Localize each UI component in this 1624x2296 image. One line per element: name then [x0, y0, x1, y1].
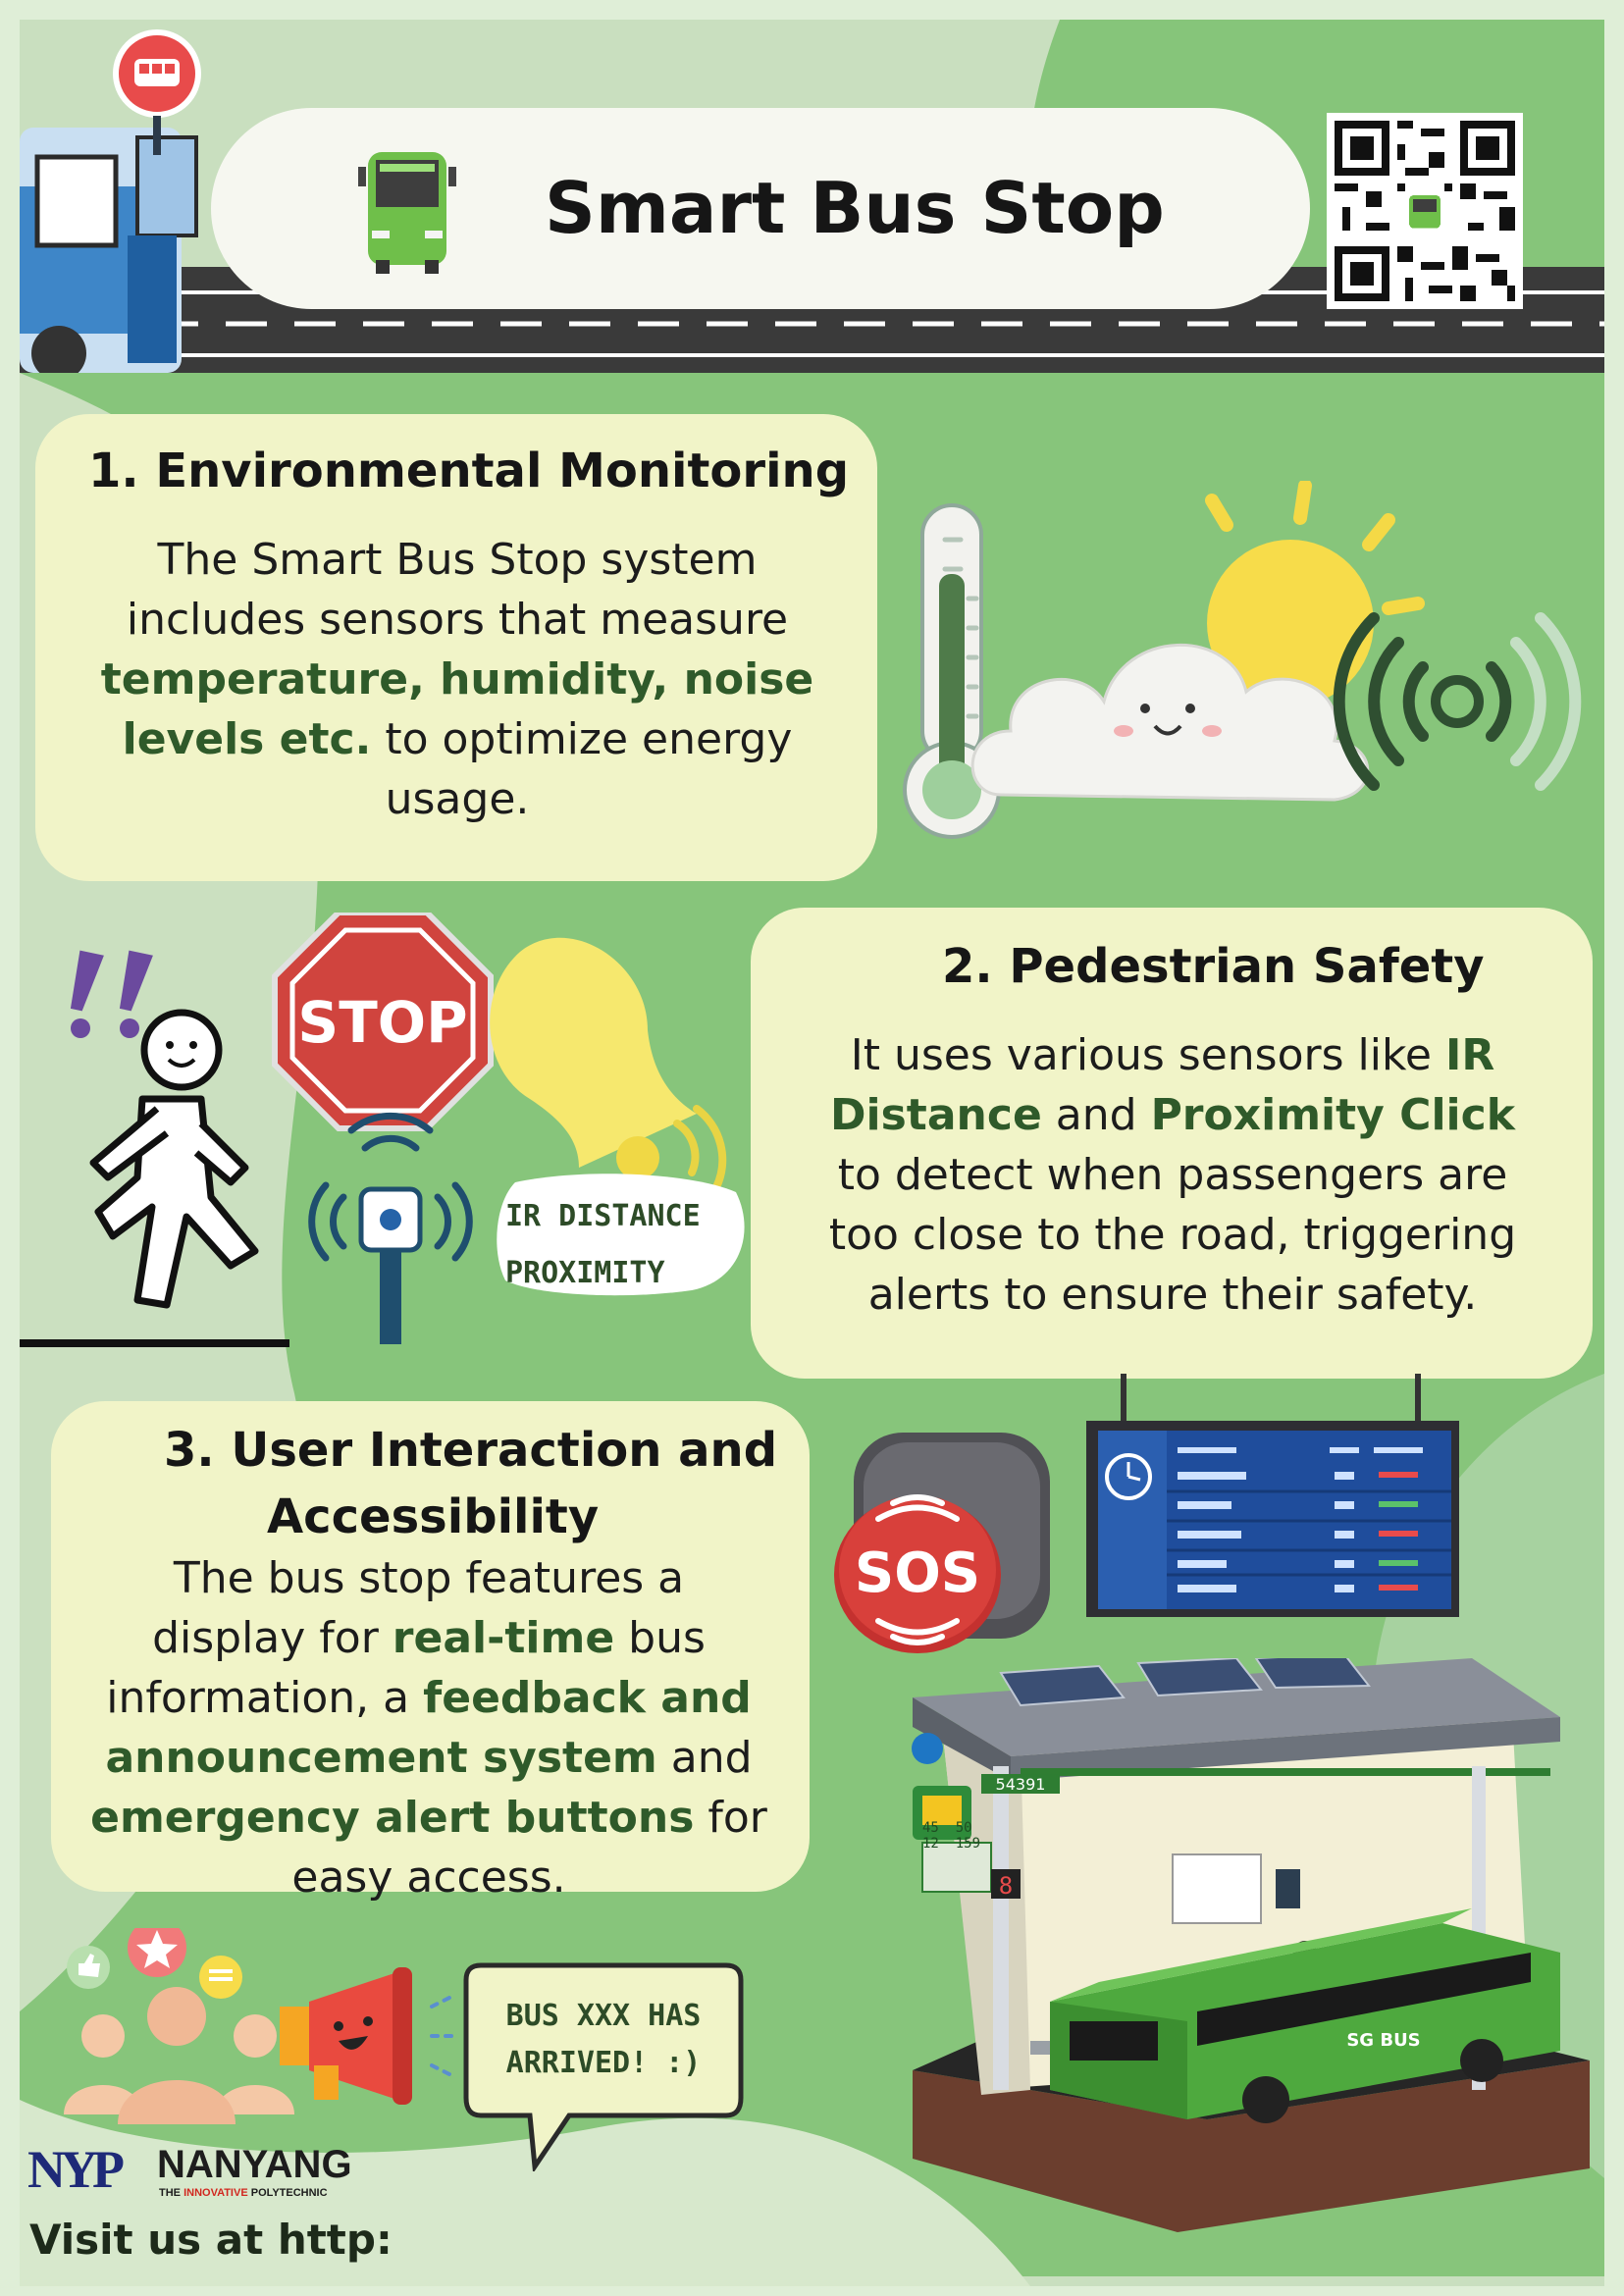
bus-stop-pole	[153, 116, 161, 155]
body-line: announcement system and	[66, 1728, 792, 1788]
highlighted-term: announcement system	[105, 1733, 657, 1783]
body-text: bus	[614, 1613, 706, 1663]
highlighted-term: Proximity Click	[1150, 1090, 1515, 1140]
page-title: Smart Bus Stop	[545, 167, 1165, 249]
stop-sign-icon: STOP	[272, 913, 494, 1131]
body-text: usage.	[385, 774, 530, 824]
body-text: and	[1041, 1090, 1151, 1140]
body-line: alerts to ensure their safety.	[765, 1265, 1580, 1325]
footer-link[interactable]: Visit us at http:	[29, 2216, 393, 2264]
speech-bubble-line1: BUS XXX HAS	[505, 1999, 702, 2033]
highlighted-term: Distance	[830, 1090, 1042, 1140]
section-title: 2. Pedestrian Safety	[942, 939, 1485, 994]
logo-tagline-accent: INNOVATIVE	[183, 2187, 248, 2199]
body-text: and	[656, 1733, 753, 1783]
section-body: It uses various sensors like IR Distance …	[765, 1025, 1580, 1325]
noise-sensor-icon	[1333, 612, 1582, 791]
ir-badge-line2: PROXIMITY	[505, 1256, 665, 1290]
bus-stop-model-image: 54391 8 SG BUS	[912, 1658, 1590, 2232]
body-text: It uses various sensors like	[850, 1030, 1445, 1080]
section-title-line2: Accessibility	[267, 1489, 600, 1544]
body-line: emergency alert buttons for	[66, 1788, 792, 1848]
section-body: The bus stop features a display for real-…	[66, 1548, 792, 1907]
body-text: alerts to ensure their safety.	[867, 1270, 1478, 1320]
bus-side-icon	[20, 128, 198, 373]
body-line: It uses various sensors like IR	[765, 1025, 1580, 1085]
ir-badge-line1: IR DISTANCE	[505, 1199, 701, 1233]
qr-code-icon[interactable]	[1327, 113, 1523, 309]
body-line: too close to the road, triggering	[765, 1205, 1580, 1265]
section-pedestrian-safety: 2. Pedestrian Safety It uses various sen…	[751, 908, 1593, 1379]
body-line: The Smart Bus Stop system	[55, 530, 860, 590]
sos-button-icon: SOS	[834, 1433, 1050, 1653]
bus-stop-sign-icon	[113, 29, 201, 118]
body-text: information, a	[106, 1673, 424, 1723]
body-text: The bus stop features a	[173, 1553, 685, 1603]
body-line: temperature, humidity, noise	[55, 650, 860, 709]
body-line: The bus stop features a	[66, 1548, 792, 1608]
body-line: levels etc. to optimize energy	[55, 709, 860, 769]
section-body: The Smart Bus Stop system includes sensor…	[55, 530, 860, 829]
highlighted-term: real-time	[392, 1613, 615, 1663]
body-text: The Smart Bus Stop system	[157, 535, 758, 585]
body-line: usage.	[55, 769, 860, 829]
logo-abbr: NYP	[27, 2140, 125, 2199]
weather-illustration	[903, 481, 1582, 839]
route-number: 159	[955, 1836, 981, 1852]
highlighted-term: temperature, humidity, noise	[100, 654, 814, 704]
walking-person-icon	[89, 1009, 259, 1309]
bell-icon	[490, 937, 727, 1191]
body-text: to optimize energy	[371, 714, 793, 764]
body-text: too close to the road, triggering	[828, 1210, 1517, 1260]
pedestrian-safety-illustration: STOP	[20, 913, 727, 1347]
title-banner: Smart Bus Stop	[211, 108, 1310, 309]
body-line: includes sensors that measure	[55, 590, 860, 650]
route-number: 50	[955, 1820, 972, 1836]
section-title-line1: 3. User Interaction and	[164, 1423, 778, 1478]
speech-bubble	[463, 1962, 744, 2171]
body-line: to detect when passengers are	[765, 1145, 1580, 1205]
body-line: information, a feedback and	[66, 1668, 792, 1728]
sos-button-text: SOS	[855, 1541, 980, 1605]
body-text: display for	[152, 1613, 393, 1663]
logo-tagline: THE INNOVATIVE POLYTECHNIC	[159, 2187, 328, 2199]
body-line: display for real-time bus	[66, 1608, 792, 1668]
model-stop-number: 54391	[996, 1775, 1046, 1794]
sun-icon	[1205, 481, 1425, 706]
bus-display-board-icon	[1086, 1374, 1459, 1617]
ir-sensor-icon	[308, 1112, 473, 1344]
body-text: easy access.	[291, 1852, 566, 1903]
model-display-digit: 8	[999, 1872, 1013, 1900]
body-line: easy access.	[66, 1848, 792, 1907]
body-line: Distance and Proximity Click	[765, 1085, 1580, 1145]
model-bus: SG BUS	[1050, 1908, 1560, 2123]
stop-sign-text: STOP	[297, 989, 467, 1056]
body-text: includes sensors that measure	[126, 595, 789, 645]
logo-tagline-post: POLYTECHNIC	[247, 2187, 328, 2199]
logo-tagline-pre: THE	[159, 2187, 184, 2199]
megaphone-icon	[280, 1967, 456, 2105]
logo-name: NANYANG	[157, 2143, 352, 2186]
highlighted-term: feedback and	[423, 1673, 752, 1723]
section-environmental-monitoring: 1. Environmental Monitoring The Smart Bu…	[35, 414, 877, 881]
nyp-logo[interactable]: NYP NANYANG THE INNOVATIVE POLYTECHNIC	[27, 2142, 361, 2201]
body-text: to detect when passengers are	[837, 1150, 1508, 1200]
route-number: 45	[922, 1820, 939, 1836]
bus-front-icon	[358, 152, 456, 274]
body-text: for	[694, 1793, 767, 1843]
feedback-people-icon	[64, 1928, 294, 2124]
highlighted-term: emergency alert buttons	[90, 1793, 695, 1843]
exclamation-icon	[70, 950, 153, 1038]
section-user-interaction: 3. User Interaction and Accessibility Th…	[51, 1401, 810, 1903]
highlighted-term: IR	[1444, 1030, 1495, 1080]
section-title: 1. Environmental Monitoring	[88, 444, 850, 498]
speech-bubble-line2: ARRIVED! :)	[505, 2046, 702, 2080]
model-bus-label: SG BUS	[1346, 2030, 1420, 2051]
ir-distance-badge	[497, 1174, 745, 1296]
route-number: 12	[922, 1836, 939, 1852]
model-route-numbers: 45 50 12 159	[922, 1820, 987, 1852]
highlighted-term: levels etc.	[122, 714, 372, 764]
